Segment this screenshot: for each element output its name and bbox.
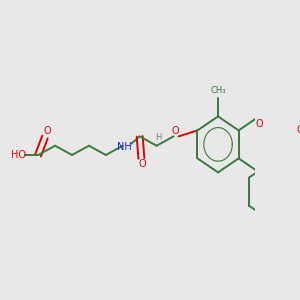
Text: O: O bbox=[255, 119, 263, 129]
Text: O: O bbox=[138, 159, 146, 170]
Text: O: O bbox=[296, 125, 300, 135]
Text: H: H bbox=[155, 133, 161, 142]
Text: O: O bbox=[171, 126, 179, 136]
Text: CH₃: CH₃ bbox=[210, 86, 226, 95]
Text: NH: NH bbox=[117, 142, 132, 152]
Text: O: O bbox=[44, 126, 51, 136]
Text: HO: HO bbox=[11, 150, 26, 160]
